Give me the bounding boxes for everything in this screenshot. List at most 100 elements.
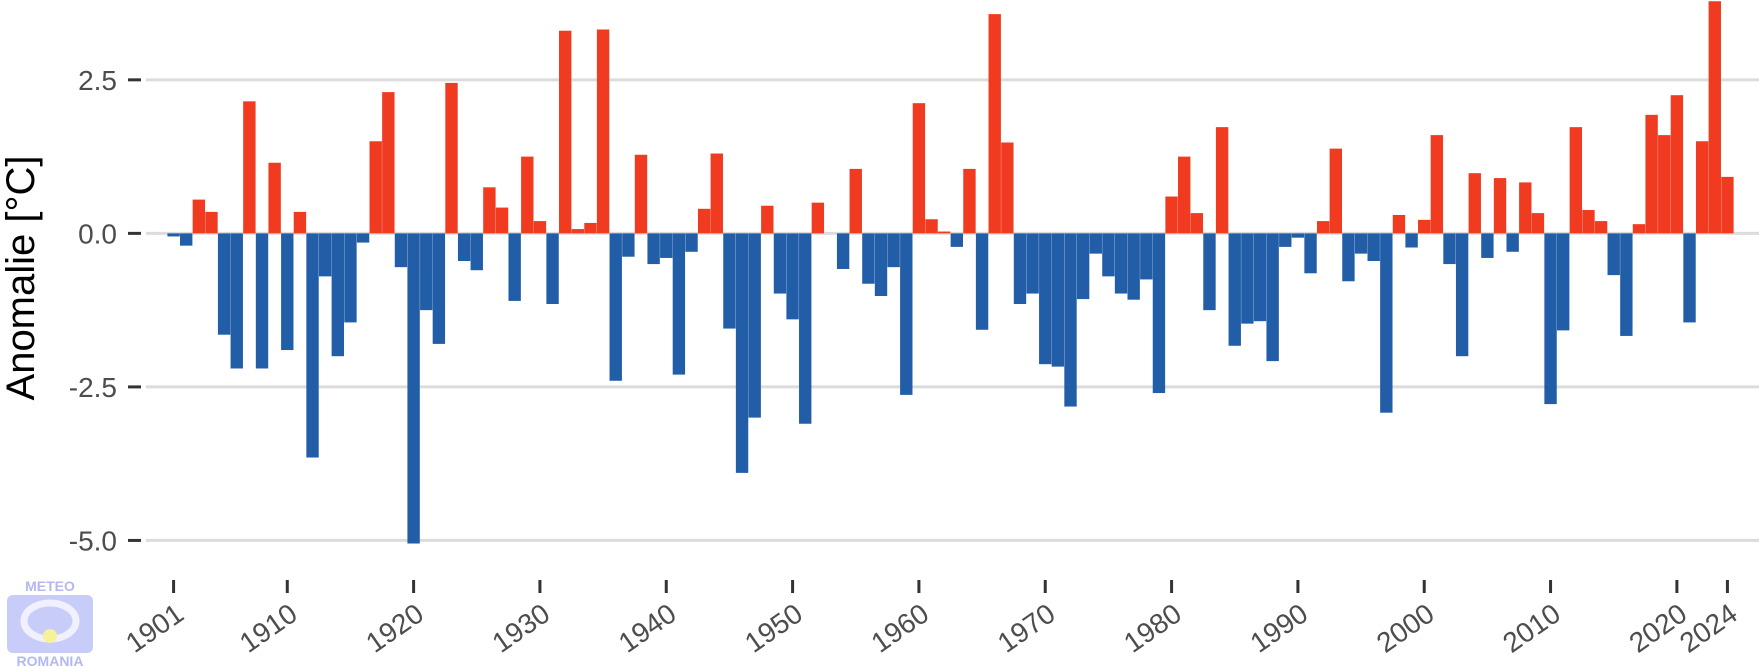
x-tick-label: 1901 <box>120 598 189 659</box>
bar-1992 <box>1316 221 1330 234</box>
bar-1943 <box>697 208 711 234</box>
bar-1923 <box>445 82 458 234</box>
x-axis: 1901 1910 1920 1930 1940 1950 1960 1970 1980 1990… <box>120 580 1743 659</box>
anomaly-bars <box>167 1 1734 544</box>
bar-2003 <box>1455 233 1469 357</box>
bar-1980 <box>1165 196 1178 234</box>
bar-1924 <box>457 233 471 262</box>
bar-2020 <box>1670 95 1684 234</box>
logo-bottom-text: ROMANIA <box>17 653 84 667</box>
bar-1963 <box>950 233 964 247</box>
x-tick-label: 1930 <box>487 598 556 659</box>
x-tick-label: 1990 <box>1245 598 1314 659</box>
bar-1915 <box>344 233 357 323</box>
bar-2022 <box>1695 141 1709 234</box>
x-tick-label: 1980 <box>1118 598 1187 659</box>
bar-2002 <box>1443 233 1456 265</box>
bar-1945 <box>723 233 736 329</box>
bar-1991 <box>1304 233 1317 274</box>
bar-1931 <box>546 233 559 304</box>
bar-2017 <box>1632 224 1646 234</box>
bar-2004 <box>1468 173 1481 234</box>
bar-1996 <box>1367 233 1380 262</box>
bar-1927 <box>495 207 509 234</box>
bar-1955 <box>849 168 862 234</box>
bar-1942 <box>685 233 698 252</box>
bar-1987 <box>1253 233 1267 322</box>
bar-1933 <box>571 229 585 234</box>
bar-1973 <box>1076 233 1090 300</box>
bar-1976 <box>1114 233 1128 294</box>
bar-1977 <box>1127 233 1140 300</box>
bar-2024 <box>1721 176 1734 234</box>
bar-1948 <box>761 205 774 234</box>
bar-1903 <box>192 199 206 234</box>
bar-1935 <box>596 29 610 234</box>
bar-1972 <box>1064 233 1077 407</box>
bar-1906 <box>230 233 243 369</box>
bar-1920 <box>407 233 420 544</box>
bar-1959 <box>900 233 913 395</box>
bar-1901 <box>167 233 180 237</box>
bar-1965 <box>975 233 989 330</box>
bar-1922 <box>432 233 446 344</box>
bar-1944 <box>710 153 723 234</box>
bar-1958 <box>887 233 900 268</box>
bar-1982 <box>1190 213 1204 234</box>
bar-1917 <box>369 141 382 234</box>
bar-1968 <box>1013 233 1027 304</box>
bar-1902 <box>180 233 193 246</box>
bar-2018 <box>1645 114 1658 234</box>
bar-1970 <box>1039 233 1052 365</box>
bar-1910 <box>281 233 294 351</box>
logo-sun-icon <box>43 629 57 643</box>
bar-1978 <box>1140 233 1153 280</box>
bar-1956 <box>862 233 875 284</box>
bar-2008 <box>1519 182 1532 234</box>
bar-2016 <box>1620 233 1633 336</box>
bar-1993 <box>1329 148 1342 234</box>
bar-1979 <box>1152 233 1166 394</box>
bar-1929 <box>521 156 534 234</box>
bar-2021 <box>1683 233 1696 323</box>
bar-1913 <box>318 233 332 277</box>
bar-1954 <box>836 233 850 269</box>
y-tick-label: -2.5 <box>69 372 117 403</box>
bar-1909 <box>268 162 281 234</box>
bar-1964 <box>963 168 976 234</box>
bar-1951 <box>799 233 812 424</box>
bar-1989 <box>1279 233 1292 247</box>
bar-2009 <box>1531 213 1545 234</box>
bar-1928 <box>508 233 521 301</box>
bar-2005 <box>1481 233 1494 258</box>
bar-1981 <box>1178 156 1191 234</box>
x-tick-label: 1920 <box>360 598 429 659</box>
bar-2001 <box>1430 135 1444 234</box>
bar-1938 <box>634 154 648 234</box>
bar-1947 <box>748 233 761 418</box>
bar-1998 <box>1392 214 1406 234</box>
bar-1985 <box>1228 233 1241 346</box>
bar-1941 <box>672 233 686 375</box>
bar-2011 <box>1557 233 1570 331</box>
bar-2019 <box>1658 135 1671 234</box>
bar-1905 <box>217 233 231 335</box>
bar-1971 <box>1051 233 1065 367</box>
bar-1925 <box>470 233 483 271</box>
bar-1983 <box>1203 233 1216 311</box>
bar-1984 <box>1215 127 1229 234</box>
y-tick-label: 0.0 <box>78 218 117 249</box>
bar-1997 <box>1380 233 1393 413</box>
x-tick-label: 1940 <box>613 598 682 659</box>
bar-1949 <box>773 233 787 294</box>
bar-1969 <box>1026 233 1039 294</box>
bar-1952 <box>811 202 825 234</box>
bar-1936 <box>609 233 622 381</box>
bar-1918 <box>382 92 395 234</box>
bar-1975 <box>1102 233 1115 277</box>
bar-1937 <box>622 233 635 257</box>
bar-1946 <box>735 233 749 473</box>
bar-1939 <box>647 233 660 265</box>
bar-2014 <box>1594 221 1608 234</box>
x-tick-label: 2010 <box>1497 598 1566 659</box>
